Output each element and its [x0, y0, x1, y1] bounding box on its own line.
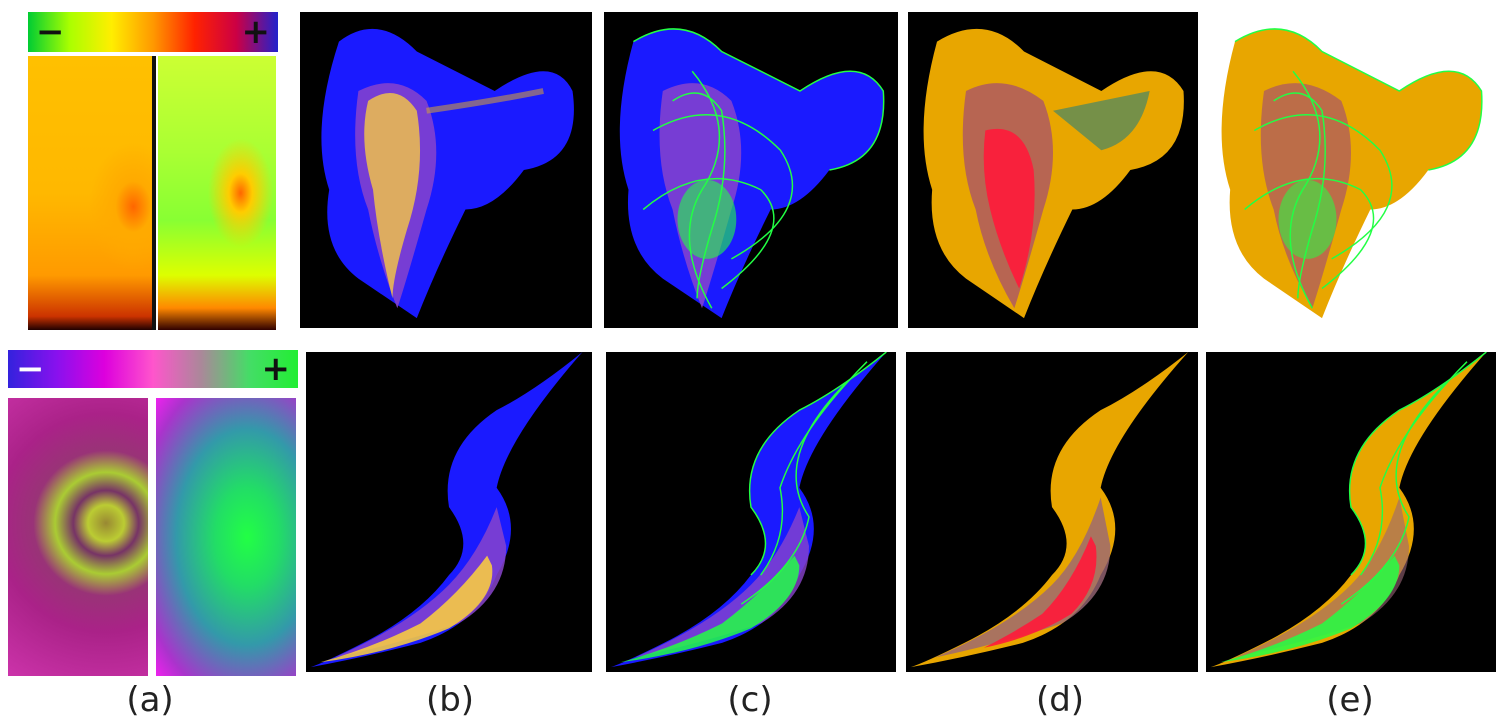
- caption-c: (c): [727, 680, 773, 720]
- caption-e: (e): [1326, 680, 1374, 720]
- caption-a: (a): [126, 680, 174, 720]
- colorbar-top-plus: +: [241, 12, 271, 52]
- caption-b: (b): [425, 680, 475, 720]
- colorbar-bottom: − +: [8, 350, 298, 388]
- colorbar-top-minus: −: [36, 12, 65, 52]
- panel-d-bottom: [906, 352, 1198, 672]
- panel-b-top: [300, 12, 592, 328]
- field-map-top-left: [28, 56, 152, 330]
- colorbar-bottom-plus: +: [261, 349, 291, 389]
- field-map-divider: [152, 56, 156, 330]
- field-map-top-right: [158, 56, 276, 330]
- panel-c-top: [604, 12, 898, 328]
- field-map-bottom-left: [8, 398, 148, 676]
- panel-e-bottom: [1206, 352, 1496, 672]
- panel-b-bottom: [306, 352, 592, 672]
- colorbar-top: − +: [28, 12, 278, 52]
- caption-d: (d): [1035, 680, 1085, 720]
- panel-c-bottom: [606, 352, 896, 672]
- panel-d-top: [908, 12, 1198, 328]
- colorbar-bottom-minus: −: [16, 349, 45, 389]
- panel-e-top: [1206, 12, 1496, 328]
- field-map-bottom-right: [156, 398, 296, 676]
